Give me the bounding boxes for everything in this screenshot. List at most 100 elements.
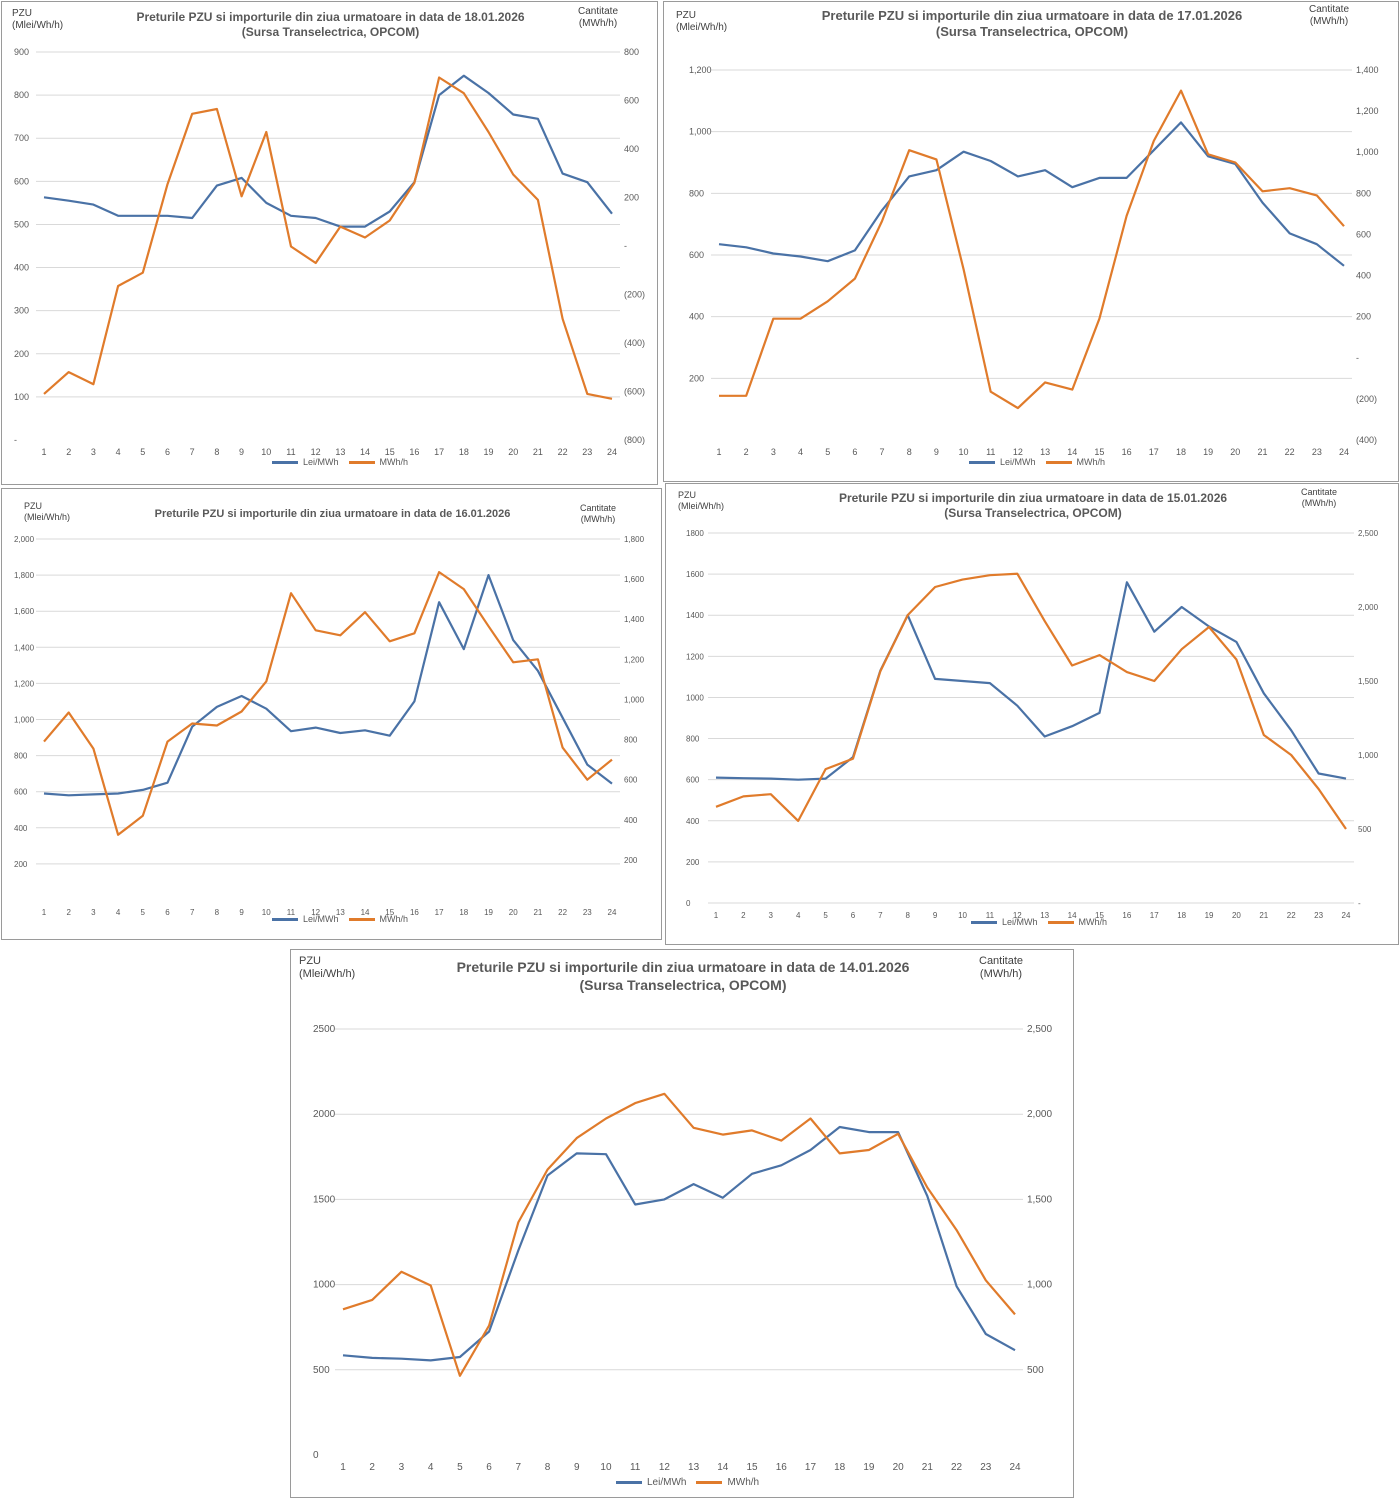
chart-title-line-1: Preturile PZU si importurile din ziua ur… [136,10,525,24]
x-tick-label: 15 [385,908,394,917]
x-tick-label: 2 [369,1462,375,1473]
x-tick-label: 13 [336,908,345,917]
x-tick-label: 11 [986,447,995,457]
x-tick-label: 1 [41,447,46,457]
x-tick-label: 13 [688,1462,700,1473]
chart-legend: Lei/MWh MWh/h [971,917,1107,927]
left-tick-label: 600 [14,176,29,186]
legend-item-volume: MWh/h [696,1477,759,1488]
series-line-volume [715,572,1347,830]
legend-label-price: Lei/MWh [303,914,339,924]
right-axis-title: Cantitate (MWh/h) [578,6,618,30]
left-axis-title-line-2: (Mlei/Wh/h) [678,500,725,511]
x-tick-label: 22 [1285,447,1295,457]
left-tick-label: 800 [14,90,29,100]
right-axis-title-line-1: Cantitate [580,503,617,513]
chart-panel-15-01-2026: 0 200 400 600 800 1000 1200 1400 1600 1800 - 500 1,0… [665,483,1399,945]
x-tick-label: 5 [825,447,830,457]
right-tick-label: 1,000 [1358,751,1379,760]
x-tick-label: 20 [893,1462,905,1473]
x-tick-label: 15 [1095,911,1104,920]
x-tick-label: 11 [286,447,295,457]
legend-swatch-volume [348,917,375,921]
right-axis-title-line-1: Cantitate [979,955,1024,967]
x-tick-label: 10 [261,447,271,457]
right-tick-label: 600 [1356,229,1371,239]
x-tick-label: 9 [934,447,939,457]
left-tick-label: 200 [14,860,28,869]
x-tick-label: 6 [851,911,856,920]
legend-swatch-price [272,460,298,464]
x-tick-label: 7 [880,447,885,457]
left-axis-title: PZU (Mlei/Wh/h) [299,955,355,981]
x-tick-label: 22 [558,908,567,917]
right-tick-label: 600 [624,96,639,106]
right-tick-label: 1,000 [1027,1280,1052,1291]
right-tick-label: 1,000 [624,695,645,704]
chart-plot-area: 0 500 1000 1500 2000 2500 500 1,000 1,500 2,000 2,… [313,1024,1052,1473]
right-axis-title: Cantitate (MWh/h) [1301,487,1337,509]
x-tick-label: 24 [607,447,617,457]
x-tick-label: 18 [834,1462,846,1473]
legend-label-volume: MWh/h [379,914,409,924]
left-tick-label: 2000 [313,1109,336,1120]
x-tick-label: 21 [922,1462,934,1473]
left-tick-label: 400 [14,263,29,273]
chart-title-line-2: (Sursa Transelectrica, OPCOM) [579,976,787,993]
x-tick-label: 13 [1040,447,1050,457]
legend-item-price: Lei/MWh [969,457,1036,467]
left-tick-label: 600 [686,776,700,785]
right-tick-label: (600) [624,387,645,397]
x-tick-label: 14 [1067,447,1077,457]
right-tick-label: 200 [624,193,639,203]
left-axis-title: PZU (Mlei/Wh/h) [12,8,63,32]
left-tick-label: 200 [686,858,700,867]
series-line-volume [719,89,1345,410]
chart-panel-16-01-2026: 200 400 600 800 1,000 1,200 1,400 1,600 1,800 2,0… [1,488,662,940]
left-tick-label: 400 [686,817,700,826]
x-tick-label: 16 [410,908,419,917]
x-tick-label: 8 [545,1462,551,1473]
x-tick-label: 18 [459,447,469,457]
right-axis-title-line-1: Cantitate [578,6,619,17]
x-tick-label: 14 [360,447,370,457]
left-tick-label: 1,000 [689,127,712,137]
legend-item-volume: MWh/h [1045,457,1105,467]
x-tick-label: 20 [509,908,518,917]
x-tick-label: 8 [214,447,219,457]
right-tick-label: (800) [624,435,645,445]
right-axis-title: Cantitate (MWh/h) [1309,4,1349,28]
x-tick-label: 8 [907,447,912,457]
chart-plot-area: 200 400 600 800 1,000 1,200 1,400 1,600 1,800 2,0… [14,535,645,917]
left-tick-label: 900 [14,47,29,57]
right-axis-title-line-1: Cantitate [1301,487,1338,497]
x-tick-label: 22 [558,447,568,457]
legend-swatch-volume [1047,920,1074,924]
left-tick-label: 400 [689,312,704,322]
right-tick-label: 800 [1356,188,1371,198]
series-line-volume [43,570,613,836]
right-tick-label: 400 [1356,271,1371,281]
series-line-volume [342,1092,1016,1377]
left-tick-label: 2500 [313,1024,336,1035]
x-tick-label: 12 [311,447,321,457]
x-tick-label: 8 [215,908,220,917]
chart-title-line-1: Preturile PZU si importurile din ziua ur… [456,959,910,975]
right-tick-label: 1,800 [624,535,645,544]
x-tick-label: 15 [1094,447,1104,457]
legend-swatch-volume [1045,460,1072,464]
x-tick-label: 20 [1230,447,1240,457]
legend-label-price: Lei/MWh [303,457,339,467]
left-tick-label: 200 [14,349,29,359]
left-tick-label: 1,400 [14,643,35,652]
x-tick-label: 3 [769,911,774,920]
x-tick-label: 17 [1149,447,1159,457]
left-tick-label: 1400 [686,611,704,620]
x-tick-label: 24 [1342,911,1351,920]
legend-swatch-volume [696,1481,723,1484]
x-tick-label: 10 [262,908,271,917]
x-tick-label: 7 [878,911,883,920]
x-tick-label: 13 [1040,911,1049,920]
x-tick-label: 21 [1259,911,1268,920]
right-tick-label: (200) [624,290,645,300]
